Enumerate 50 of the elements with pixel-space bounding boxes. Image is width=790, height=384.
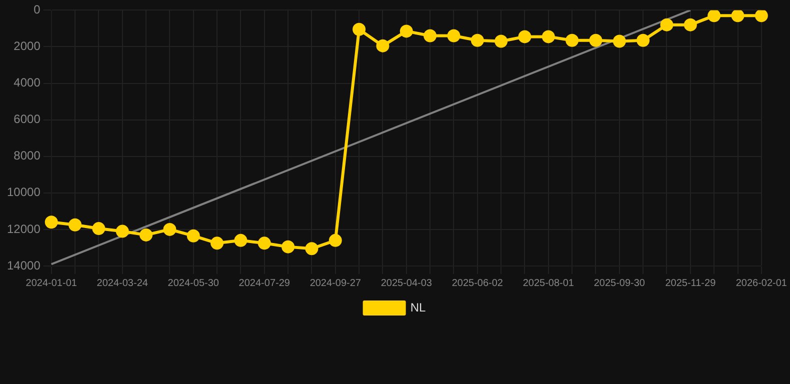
point [566,34,579,47]
point [470,34,484,47]
y-tick-label: 4000 [14,76,41,90]
y-tick-label: 10000 [6,185,41,200]
point [400,24,413,38]
point [447,29,460,42]
x-tick-label: 2025-09-30 [594,278,646,289]
legend-label: NL [410,300,426,314]
point [92,222,106,236]
point [542,30,555,44]
x-tick-label: 2024-03-24 [96,278,148,289]
point [282,240,295,254]
x-tick-label: 2024-09-27 [310,278,362,289]
point [424,29,437,42]
x-tick-label: 2025-06-02 [452,278,504,289]
y-tick-label: 14000 [6,258,41,272]
y-tick-label: 12000 [6,222,41,236]
point [258,236,271,250]
point [116,224,129,238]
point [305,242,318,256]
point [660,18,674,32]
point [518,30,532,44]
point [708,10,721,22]
point [376,39,390,52]
x-tick-label: 2026-02-01 [736,278,788,289]
point [352,22,366,36]
point [328,234,342,247]
x-tick-label: 2024-01-01 [26,278,78,289]
point [494,34,508,48]
point [68,218,82,232]
y-tick-label: 8000 [14,148,41,163]
y-tick-label: 6000 [14,112,41,126]
point [210,236,224,250]
x-tick-label: 2025-11-29 [665,278,716,289]
x-tick-label: 2025-04-03 [380,278,432,289]
point [684,18,697,32]
x-tick-label: 2024-07-29 [238,278,290,289]
point [754,10,768,22]
point [234,234,248,247]
y-tick-label: 0 [34,2,41,17]
x-tick-label: 2024-05-30 [168,278,220,289]
point [186,229,200,242]
y-tick-label: 2000 [14,39,41,54]
point [612,34,626,48]
point [731,10,744,22]
point [636,34,650,47]
x-tick-label: 2025-08-01 [522,278,574,289]
point [140,228,153,242]
point [163,222,176,236]
point [589,34,602,47]
